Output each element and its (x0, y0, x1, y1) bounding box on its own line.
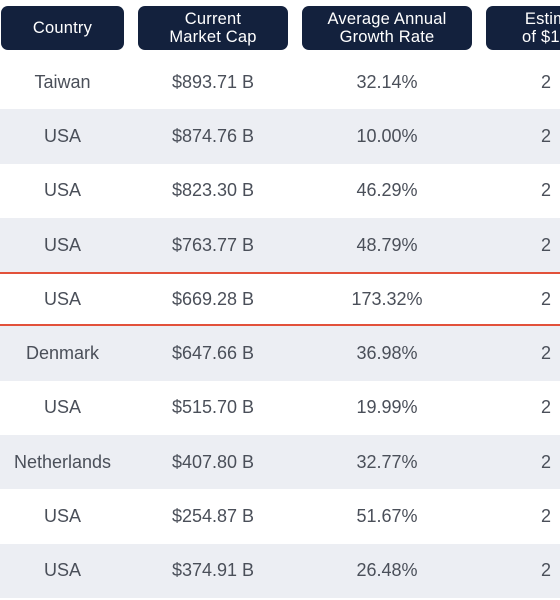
growth-rate-cell: 46.29% (356, 180, 418, 201)
table-row: Taiwan $893.71 B 32.14% 2 (0, 55, 560, 109)
market-cap-cell: $647.66 B (171, 343, 255, 364)
estimate-cell: 2 (540, 125, 551, 146)
country-cell: Taiwan (34, 71, 91, 92)
market-cap-cell: $893.71 B (171, 71, 255, 92)
market-cap-cell: $823.30 B (171, 180, 255, 201)
estimate-cell: 2 (540, 180, 551, 201)
country-cell: USA (43, 288, 81, 309)
header-estimate: Estim of $1T (486, 6, 560, 50)
country-cell: USA (43, 125, 81, 146)
market-cap-cell: $374.91 B (171, 560, 255, 581)
growth-rate-cell: 36.98% (356, 343, 418, 364)
market-cap-cell: $515.70 B (171, 397, 255, 418)
country-cell: USA (43, 234, 81, 255)
table-row: Denmark $647.66 B 36.98% 2 (0, 326, 560, 381)
growth-rate-cell: 51.67% (356, 506, 418, 527)
growth-rate-cell: 32.14% (356, 71, 418, 92)
table-row: USA $763.77 B 48.79% 2 (0, 217, 560, 273)
table-row: USA $823.30 B 46.29% 2 (0, 164, 560, 218)
estimate-cell: 2 (540, 234, 551, 255)
table-row: USA $374.91 B 26.48% 2 (0, 543, 560, 598)
table-body: Taiwan $893.71 B 32.14% 2 USA $874.76 B … (0, 55, 560, 598)
country-cell: USA (43, 397, 81, 418)
growth-rate-cell: 48.79% (356, 234, 418, 255)
growth-rate-cell: 32.77% (356, 451, 418, 472)
market-cap-cell: $874.76 B (171, 125, 255, 146)
country-cell: Denmark (25, 343, 100, 364)
country-cell: Netherlands (13, 451, 112, 472)
header-growth-rate: Average Annual Growth Rate (302, 6, 472, 50)
market-cap-cell: $763.77 B (171, 234, 255, 255)
market-cap-cell: $669.28 B (171, 288, 255, 309)
growth-rate-cell: 173.32% (351, 288, 423, 309)
header-market-cap: Current Market Cap (138, 6, 288, 50)
table-row: Netherlands $407.80 B 32.77% 2 (0, 435, 560, 490)
country-cell: USA (43, 180, 81, 201)
table-row-highlighted: USA $669.28 B 173.32% 2 (0, 272, 560, 327)
growth-rate-cell: 10.00% (356, 125, 418, 146)
estimate-cell: 2 (540, 397, 551, 418)
estimate-cell: 2 (540, 343, 551, 364)
growth-rate-cell: 19.99% (356, 397, 418, 418)
estimate-cell: 2 (540, 506, 551, 527)
estimate-cell: 2 (540, 451, 551, 472)
table-row: USA $254.87 B 51.67% 2 (0, 489, 560, 543)
table-row: USA $874.76 B 10.00% 2 (0, 109, 560, 164)
estimate-cell: 2 (540, 560, 551, 581)
growth-rate-cell: 26.48% (356, 560, 418, 581)
country-cell: USA (43, 560, 81, 581)
market-cap-cell: $254.87 B (171, 506, 255, 527)
market-cap-cell: $407.80 B (171, 451, 255, 472)
header-country: Country (1, 6, 124, 50)
estimate-cell: 2 (540, 288, 551, 309)
country-cell: USA (43, 506, 81, 527)
table-row: USA $515.70 B 19.99% 2 (0, 381, 560, 435)
estimate-cell: 2 (540, 71, 551, 92)
